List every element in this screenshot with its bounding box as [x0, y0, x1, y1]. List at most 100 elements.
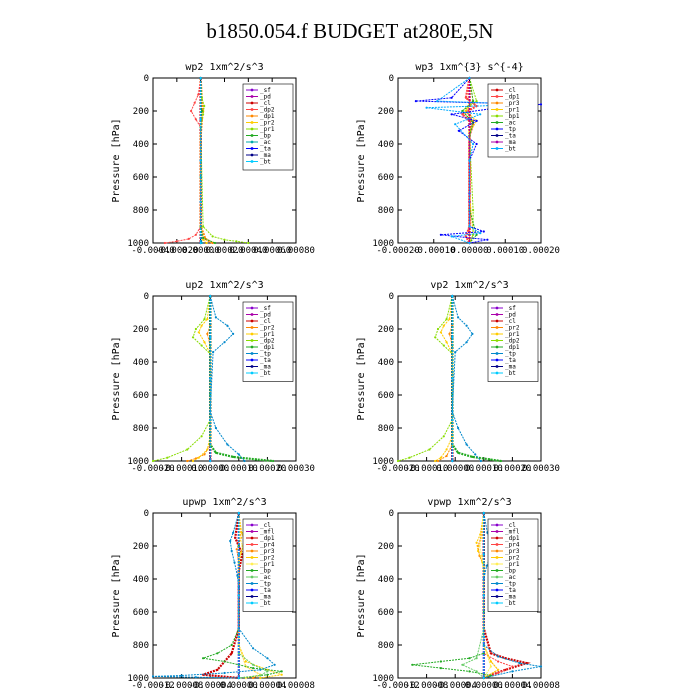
- legend-label: _cl: [260, 318, 271, 325]
- legend-marker: [250, 595, 254, 598]
- legend-label: _bp: [260, 568, 271, 575]
- legend-label: _ta: [505, 357, 516, 364]
- data-point: [199, 118, 202, 121]
- legend-marker: [495, 95, 499, 98]
- legend-label: _bt: [505, 370, 516, 377]
- legend-label: _dp1: [260, 344, 275, 351]
- legend-label: _ma: [505, 364, 516, 371]
- data-point: [461, 663, 464, 666]
- data-point: [151, 459, 155, 463]
- legend-label: _pr1: [505, 331, 520, 338]
- y-tick-label: 200: [133, 107, 149, 117]
- data-point: [465, 324, 468, 327]
- legend-label: _ta: [260, 587, 271, 594]
- data-point: [233, 561, 236, 564]
- data-point: [486, 238, 489, 241]
- data-point: [475, 670, 478, 673]
- legend-label: _pr1: [505, 561, 520, 568]
- data-point: [230, 643, 233, 647]
- legend-label: _pd: [505, 312, 516, 319]
- data-point: [439, 667, 442, 670]
- data-point: [448, 318, 451, 321]
- data-point: [497, 655, 500, 658]
- data-point: [223, 671, 226, 675]
- x-tick-label: -0.00008: [405, 681, 448, 691]
- data-point: [223, 238, 226, 241]
- y-tick-label: 1000: [127, 239, 149, 249]
- data-point: [428, 448, 431, 451]
- legend: _sf_pd_cl_dp2_dp1_pr2_pr1_bp_ac_ta_ma_bt: [242, 83, 294, 171]
- y-tick-label: 1000: [372, 457, 394, 467]
- data-point: [197, 93, 200, 96]
- data-point: [511, 665, 514, 668]
- y-tick-label: 800: [133, 641, 149, 651]
- legend-marker: [250, 88, 254, 92]
- legend-label: _pr3: [505, 548, 520, 555]
- data-point: [451, 294, 454, 298]
- data-point: [234, 536, 237, 539]
- data-point: [226, 324, 229, 327]
- data-point: [479, 232, 482, 235]
- legend-label: _pr2: [260, 120, 275, 127]
- data-point: [539, 103, 543, 106]
- series-group: [151, 294, 275, 463]
- data-point: [163, 241, 166, 245]
- legend-label: _sf: [260, 305, 271, 312]
- data-point: [266, 673, 269, 676]
- y-tick-label: 200: [133, 542, 149, 552]
- y-tick-label: 800: [378, 641, 394, 651]
- panel-6: vpwp 1xm^2/s^3 Pressure [hPa] 0 200 400 600 80…: [356, 497, 560, 691]
- legend-marker: [495, 575, 499, 579]
- legend-marker: [495, 88, 499, 92]
- legend-marker: [250, 140, 254, 144]
- legend-label: _pr2: [260, 325, 275, 332]
- legend-marker: [495, 365, 499, 368]
- data-point: [439, 456, 442, 459]
- legend-label: _pr2: [505, 555, 520, 562]
- data-point: [211, 235, 214, 238]
- y-tick-label: 400: [378, 358, 394, 368]
- data-point: [445, 341, 448, 344]
- data-point: [468, 159, 471, 162]
- x-tick-label: 0.00020: [522, 246, 560, 256]
- legend-marker: [250, 530, 254, 533]
- legend-marker: [495, 352, 499, 355]
- legend-marker: [495, 140, 499, 144]
- legend-label: _ta: [505, 133, 516, 140]
- data-point: [457, 129, 460, 132]
- legend: _cl_mfl_dp1_pr4_pr3_pr2_pr1_bp_ac_tp_ta_…: [242, 518, 294, 612]
- x-tick-label: 0.00000: [436, 464, 474, 474]
- data-point: [442, 344, 445, 347]
- series-group: [151, 511, 283, 680]
- legend-marker: [495, 588, 499, 592]
- data-point: [237, 635, 240, 638]
- legend-label: _tp: [505, 126, 516, 133]
- x-tick-label: -0.00010: [160, 464, 203, 474]
- data-point: [191, 459, 195, 463]
- legend-label: _ac: [505, 574, 516, 581]
- panels: wp2 1xm^2/s^3 Pressure [hPa] 0 200 400 600 800…: [111, 62, 560, 691]
- legend-marker: [495, 306, 499, 310]
- data-point: [237, 676, 240, 680]
- y-tick-label: 400: [378, 575, 394, 585]
- y-tick-label: 800: [133, 206, 149, 216]
- data-point: [465, 443, 468, 446]
- data-point: [200, 324, 203, 327]
- x-tick-label: 0.00010: [465, 464, 503, 474]
- data-point: [475, 142, 478, 146]
- legend-marker: [495, 127, 499, 131]
- legend-label: _pr4: [505, 542, 520, 549]
- data-point: [396, 459, 400, 463]
- legend-marker: [495, 108, 499, 111]
- legend-marker: [250, 601, 254, 605]
- series-line-pr1: [192, 295, 211, 462]
- x-tick-label: 0.00000: [451, 246, 489, 256]
- legend-label: _tp: [260, 581, 271, 588]
- legend-label: _mfl: [260, 529, 275, 536]
- data-point: [259, 674, 262, 677]
- legend-marker: [250, 345, 254, 349]
- legend-marker: [250, 114, 254, 118]
- legend-label: _dp2: [505, 338, 520, 345]
- panel-title: up2 1xm^2/s^3: [185, 280, 263, 291]
- y-tick-label: 0: [389, 292, 394, 302]
